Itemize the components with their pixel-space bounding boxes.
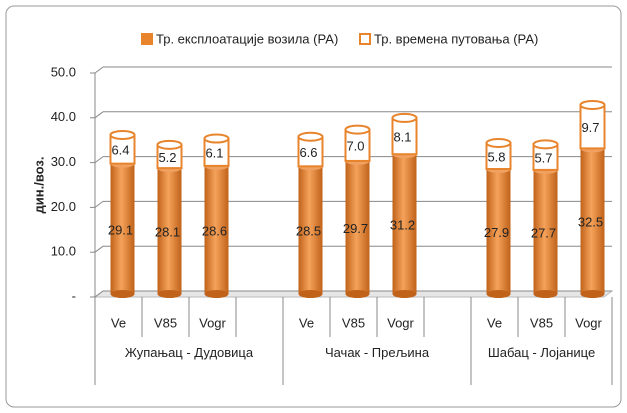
bar-cap [297, 131, 324, 142]
bar-base [345, 290, 370, 298]
grid-diagonal [94, 245, 104, 253]
data-label: 6.1 [205, 146, 223, 161]
x-tick-label: Ve [111, 315, 126, 330]
bar-segment [486, 169, 511, 294]
data-label: 6.6 [299, 145, 317, 160]
y-tick-label: 50.0 [51, 64, 76, 79]
bar-base [392, 290, 417, 298]
x-tick-label: Vogr [575, 315, 602, 330]
bar-segment [157, 168, 182, 294]
data-label: 28.6 [202, 223, 227, 238]
bar-cap [344, 124, 371, 135]
y-tick-label: 40.0 [51, 109, 76, 124]
x-tick-label: V85 [530, 315, 553, 330]
x-tick-label: V85 [154, 315, 177, 330]
data-label: 5.2 [158, 150, 176, 165]
legend-swatch [141, 33, 153, 45]
bar-segment [392, 154, 417, 294]
grid-diagonal [94, 156, 104, 164]
bar-base [157, 290, 182, 298]
y-tick-label: 20.0 [51, 199, 76, 214]
bar-base [580, 290, 605, 298]
y-axis-label: дин./воз. [31, 157, 46, 214]
grid-diagonal [94, 200, 104, 208]
bar-cap [203, 133, 230, 144]
bar-cap [485, 138, 512, 149]
data-label: 27.9 [484, 225, 509, 240]
bar-cap [391, 112, 418, 123]
bar-cap [579, 99, 606, 110]
bar-base [486, 290, 511, 298]
bar-cap [109, 129, 136, 140]
data-label: 9.7 [581, 120, 599, 135]
data-label: 6.4 [111, 143, 129, 158]
y-tick-label: 10.0 [51, 244, 76, 259]
legend-label: Тр. времена путовања (РА) [374, 31, 538, 46]
bar-base [204, 290, 229, 298]
bar-segment [203, 137, 230, 167]
bar-segment [344, 128, 371, 162]
data-label: 29.7 [343, 221, 368, 236]
data-label: 27.7 [531, 225, 556, 240]
data-label: 29.1 [108, 222, 133, 237]
data-label: 32.5 [578, 215, 603, 230]
bar-cap [532, 139, 559, 150]
grid-diagonal [94, 66, 104, 74]
legend-swatch [359, 33, 371, 45]
x-tick-label: Ve [487, 315, 502, 330]
bar-base [533, 290, 558, 298]
y-tick-label: - [72, 288, 76, 303]
bar-base [298, 290, 323, 298]
bar-segment [579, 103, 606, 150]
group-label: Жупањац - Дудовица [124, 345, 254, 360]
data-label: 5.7 [534, 151, 552, 166]
x-tick-label: Vogr [199, 315, 226, 330]
grid-diagonal [94, 111, 104, 119]
x-tick-label: Vogr [387, 315, 414, 330]
bar-cap [156, 139, 183, 150]
data-label: 7.0 [346, 139, 364, 154]
bar-segment [204, 165, 229, 294]
data-label: 5.8 [487, 149, 505, 164]
x-tick-label: V85 [342, 315, 365, 330]
data-label: 31.2 [390, 218, 415, 233]
bar-segment [580, 148, 605, 294]
group-label: Шабац - Лојанице [487, 345, 596, 360]
bar-segment [298, 166, 323, 294]
y-tick-label: 30.0 [51, 154, 76, 169]
x-tick-label: Ve [299, 315, 314, 330]
bar-segment [533, 169, 558, 294]
data-label: 8.1 [393, 130, 411, 145]
grid-diagonal [94, 290, 104, 298]
data-label: 28.5 [296, 224, 321, 239]
bar-base [110, 290, 135, 298]
bar-segment [110, 163, 135, 294]
legend-label: Тр. експлоатације возила (РА) [156, 31, 338, 46]
data-label: 28.1 [155, 224, 180, 239]
group-label: Чачак - Прељина [324, 345, 430, 360]
bar-segment [345, 160, 370, 294]
